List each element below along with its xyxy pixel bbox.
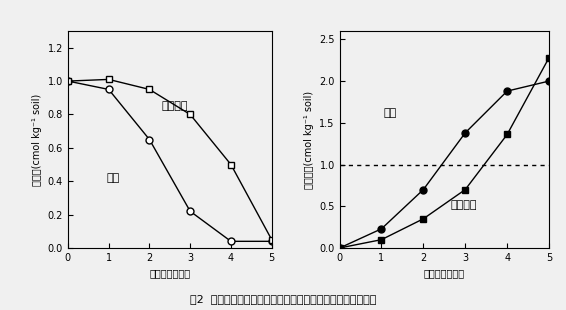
Text: 図2  酢酸分解とメタン生成に及ぼす水素の影響（前培養土）: 図2 酢酸分解とメタン生成に及ぼす水素の影響（前培養土） (190, 294, 376, 304)
Y-axis label: 酢酸量(cmol kg⁻¹ soil): 酢酸量(cmol kg⁻¹ soil) (32, 93, 42, 186)
Text: 水素添加: 水素添加 (162, 101, 188, 112)
Y-axis label: メタン量(cmol kg⁻¹ soil): メタン量(cmol kg⁻¹ soil) (304, 91, 314, 188)
Text: 水素添加: 水素添加 (451, 200, 477, 210)
Text: 対照: 対照 (106, 173, 120, 183)
X-axis label: 培養日数（日）: 培養日数（日） (149, 268, 190, 278)
X-axis label: 培養日数（日）: 培養日数（日） (424, 268, 465, 278)
Text: 対照: 対照 (384, 108, 397, 118)
